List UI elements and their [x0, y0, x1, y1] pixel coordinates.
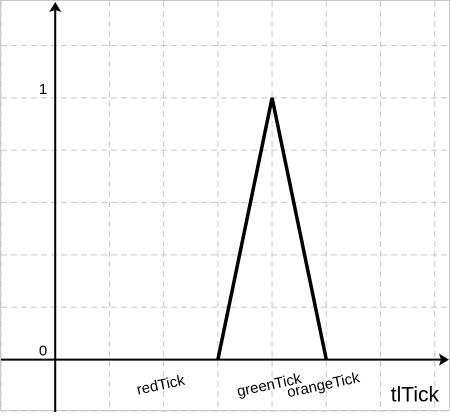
axes	[1, 2, 449, 412]
x-tick-label: redTick	[135, 372, 187, 399]
y-axis-arrow	[49, 2, 62, 12]
y-tick-label: 0	[39, 343, 47, 360]
series-group	[216, 97, 329, 360]
x-axis-label: tlTick	[391, 384, 440, 407]
x-axis-arrow	[439, 353, 449, 366]
y-tick-label: 1	[39, 81, 47, 98]
series-line	[216, 97, 329, 360]
